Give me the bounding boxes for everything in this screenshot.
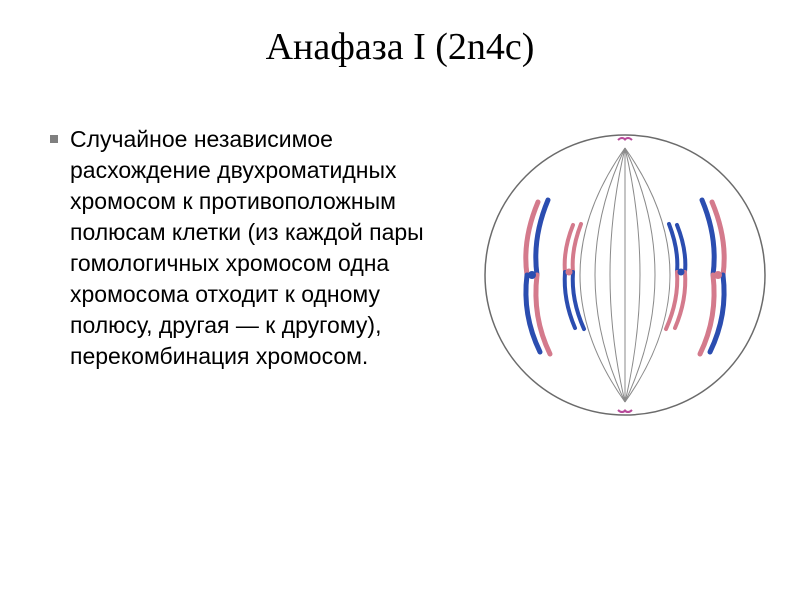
cell-diagram [480, 130, 770, 420]
slide-title: Анафаза I (2n4c) [0, 0, 800, 69]
cell-svg [480, 130, 770, 420]
bullet-marker-icon [50, 135, 58, 143]
bullet-text: Случайное независимое расхождение двухро… [70, 124, 460, 372]
bullet-item: Случайное независимое расхождение двухро… [50, 124, 460, 372]
text-block: Случайное независимое расхождение двухро… [20, 124, 460, 372]
